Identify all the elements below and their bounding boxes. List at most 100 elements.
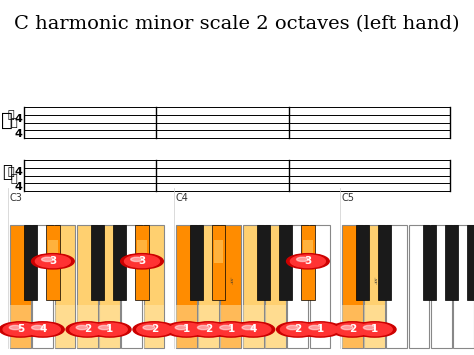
Text: 4: 4	[14, 129, 22, 139]
FancyBboxPatch shape	[364, 225, 385, 348]
Circle shape	[287, 326, 299, 330]
FancyBboxPatch shape	[212, 225, 226, 300]
Text: 5: 5	[17, 324, 24, 334]
Circle shape	[121, 253, 164, 269]
Circle shape	[165, 322, 208, 337]
Text: 𝄢: 𝄢	[2, 163, 12, 181]
Circle shape	[125, 255, 159, 268]
FancyBboxPatch shape	[243, 305, 264, 348]
FancyBboxPatch shape	[409, 225, 429, 348]
FancyBboxPatch shape	[220, 305, 241, 348]
Text: 2: 2	[151, 324, 158, 334]
Text: 2: 2	[349, 324, 356, 334]
Text: 2: 2	[294, 324, 301, 334]
Circle shape	[214, 323, 248, 336]
Circle shape	[22, 322, 64, 337]
FancyBboxPatch shape	[55, 305, 75, 348]
Text: 𝄫: 𝄫	[11, 118, 18, 127]
Text: 𝄫: 𝄫	[7, 167, 14, 177]
FancyBboxPatch shape	[99, 225, 120, 348]
FancyBboxPatch shape	[198, 225, 219, 348]
Circle shape	[92, 323, 127, 336]
FancyBboxPatch shape	[24, 225, 37, 300]
FancyBboxPatch shape	[32, 225, 53, 348]
FancyBboxPatch shape	[144, 305, 164, 348]
Circle shape	[32, 326, 44, 330]
Circle shape	[191, 323, 226, 336]
Circle shape	[26, 323, 60, 336]
FancyBboxPatch shape	[77, 305, 98, 348]
FancyBboxPatch shape	[364, 305, 385, 348]
Text: 2: 2	[205, 324, 212, 334]
FancyBboxPatch shape	[121, 225, 142, 348]
FancyBboxPatch shape	[198, 305, 219, 348]
FancyBboxPatch shape	[10, 305, 31, 348]
Text: ♮: ♮	[229, 277, 233, 287]
FancyBboxPatch shape	[287, 225, 308, 348]
Text: C4: C4	[175, 193, 188, 203]
Circle shape	[131, 257, 143, 262]
Text: 1: 1	[183, 324, 190, 334]
FancyBboxPatch shape	[136, 225, 149, 300]
FancyBboxPatch shape	[301, 225, 315, 300]
Circle shape	[70, 323, 105, 336]
FancyBboxPatch shape	[303, 240, 312, 263]
Circle shape	[137, 323, 172, 336]
Circle shape	[287, 253, 329, 269]
FancyBboxPatch shape	[378, 225, 392, 300]
Circle shape	[32, 253, 74, 269]
FancyBboxPatch shape	[113, 225, 127, 300]
Text: 𝄫: 𝄫	[11, 174, 18, 184]
Circle shape	[169, 323, 204, 336]
Text: C harmonic minor scale 2 octaves (left hand): C harmonic minor scale 2 octaves (left h…	[14, 15, 460, 33]
FancyBboxPatch shape	[279, 225, 292, 300]
Circle shape	[0, 322, 42, 337]
Circle shape	[187, 322, 230, 337]
Circle shape	[42, 257, 54, 262]
Text: 𝄫: 𝄫	[7, 110, 14, 120]
Circle shape	[3, 323, 38, 336]
Circle shape	[277, 322, 319, 337]
Circle shape	[210, 322, 252, 337]
Circle shape	[175, 326, 187, 330]
FancyBboxPatch shape	[48, 240, 57, 263]
Text: C5: C5	[341, 193, 354, 203]
FancyBboxPatch shape	[257, 225, 270, 300]
FancyBboxPatch shape	[214, 240, 223, 263]
FancyBboxPatch shape	[99, 305, 120, 348]
Text: 3: 3	[49, 256, 56, 266]
Circle shape	[133, 322, 175, 337]
Circle shape	[198, 326, 210, 330]
Circle shape	[364, 326, 375, 330]
Circle shape	[281, 323, 315, 336]
Text: 1: 1	[317, 324, 324, 334]
Circle shape	[303, 323, 337, 336]
Text: 1: 1	[371, 324, 378, 334]
Text: 2: 2	[84, 324, 91, 334]
Text: 3: 3	[304, 256, 311, 266]
FancyBboxPatch shape	[10, 225, 31, 348]
FancyBboxPatch shape	[356, 225, 369, 300]
Circle shape	[220, 326, 232, 330]
FancyBboxPatch shape	[243, 225, 264, 348]
Circle shape	[88, 322, 131, 337]
Circle shape	[66, 322, 109, 337]
FancyBboxPatch shape	[467, 225, 474, 300]
Text: ♮: ♮	[373, 277, 376, 287]
Circle shape	[341, 326, 353, 330]
FancyBboxPatch shape	[310, 225, 330, 348]
FancyBboxPatch shape	[176, 305, 197, 348]
FancyBboxPatch shape	[423, 225, 436, 300]
Circle shape	[236, 323, 271, 336]
FancyBboxPatch shape	[386, 225, 407, 348]
FancyBboxPatch shape	[453, 225, 474, 348]
FancyBboxPatch shape	[431, 225, 452, 348]
Text: 4: 4	[14, 114, 22, 124]
Text: 3: 3	[138, 256, 146, 266]
Text: 1: 1	[228, 324, 235, 334]
Circle shape	[143, 326, 155, 330]
Circle shape	[99, 326, 110, 330]
FancyBboxPatch shape	[220, 225, 241, 348]
Circle shape	[353, 322, 396, 337]
Circle shape	[36, 255, 70, 268]
